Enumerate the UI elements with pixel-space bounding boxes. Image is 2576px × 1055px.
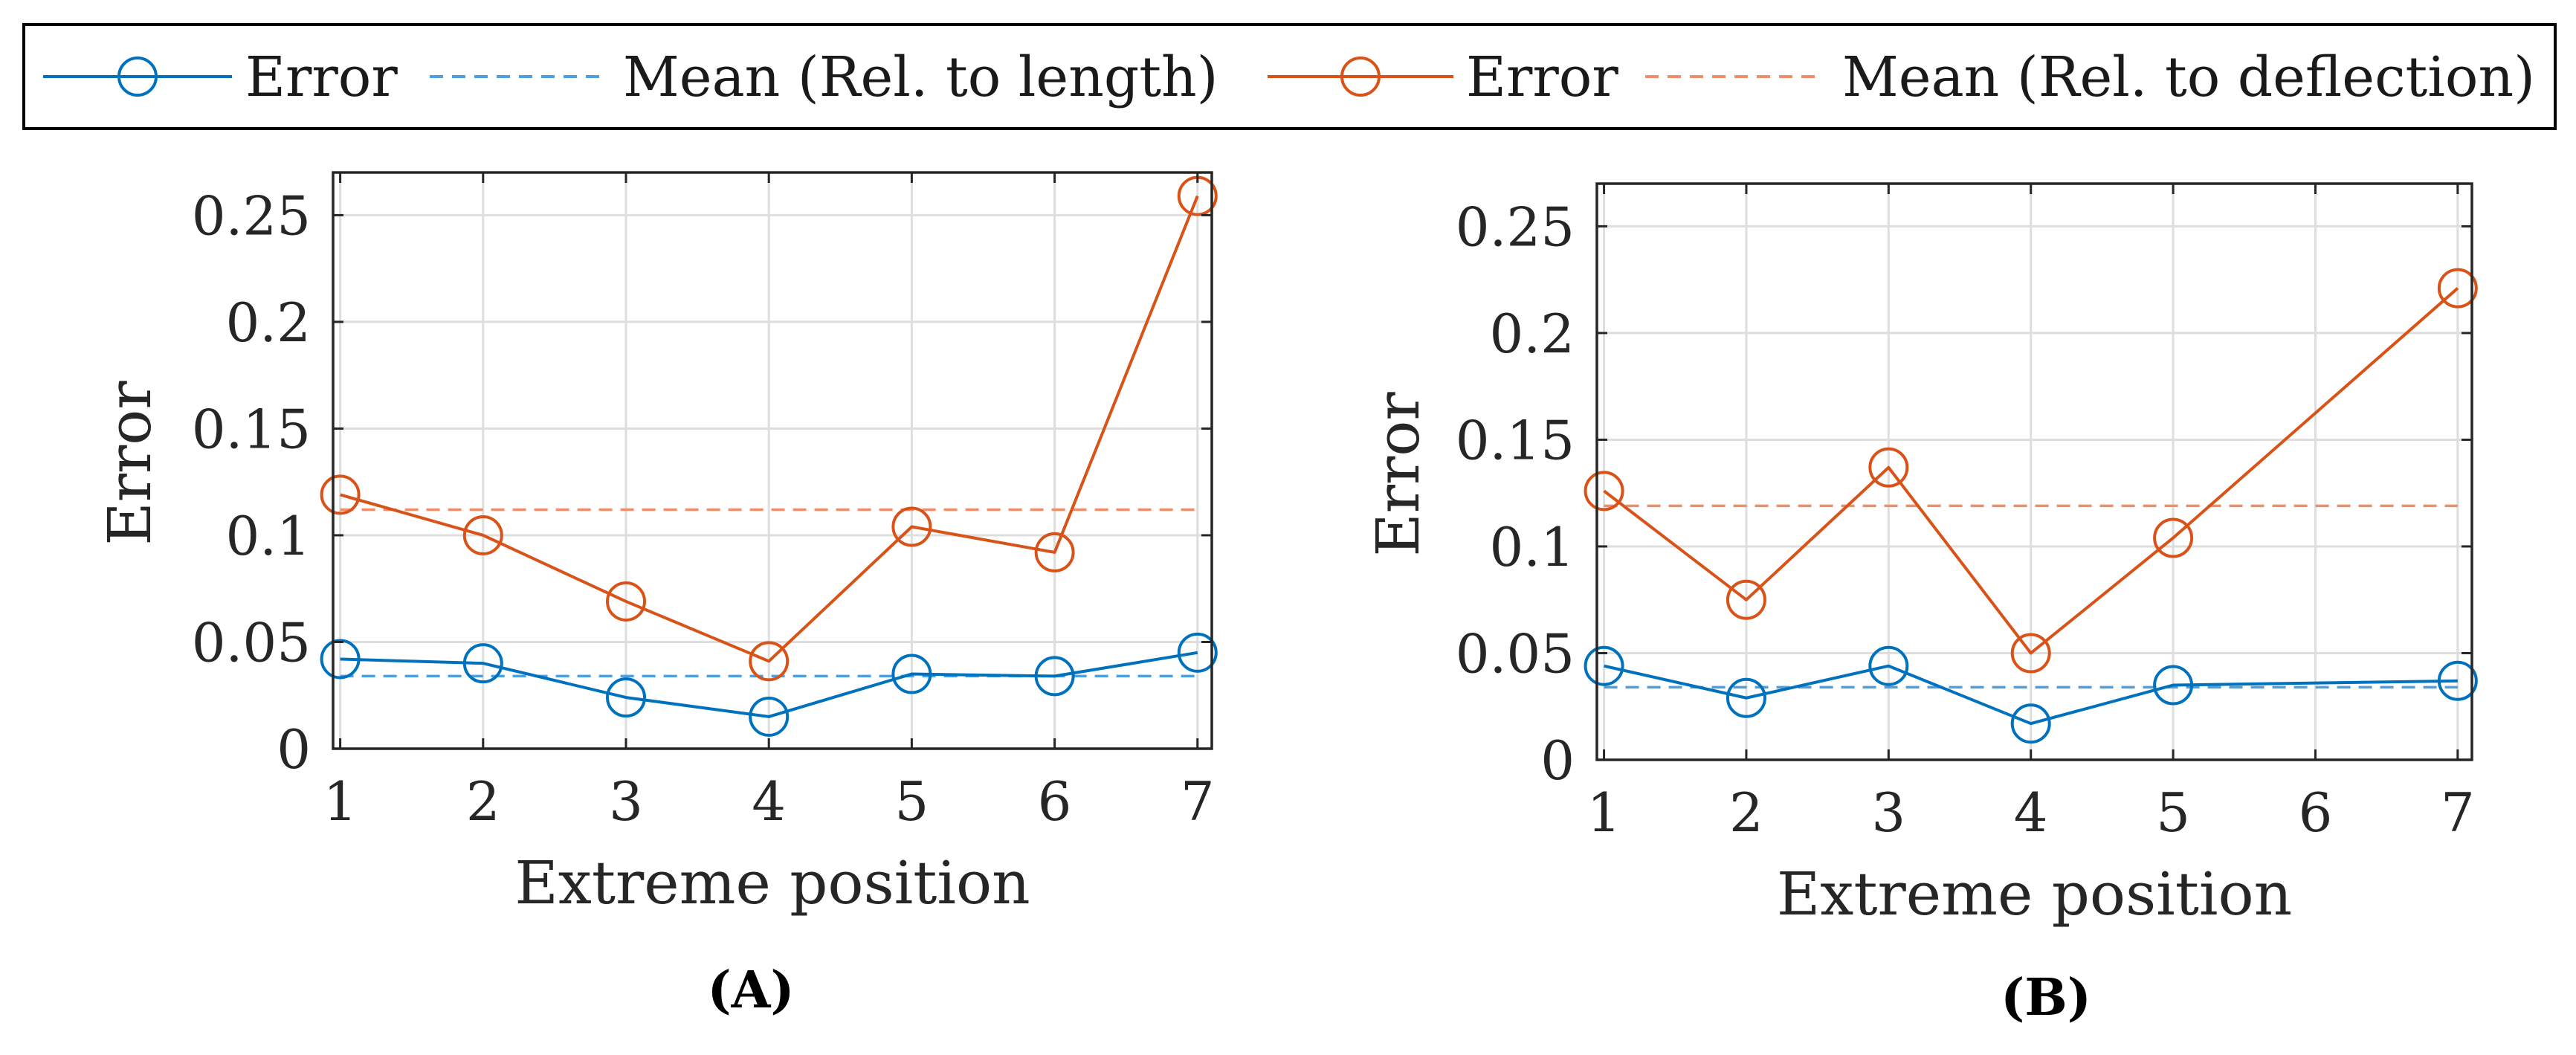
y-axis-label: Error [95,381,164,546]
x-axis-label: Extreme position [514,848,1030,917]
x-tick-label-2: 2 [1729,781,1763,844]
plot-area [1597,184,2472,760]
y-axis-label: Error [1363,392,1433,557]
legend: Error Mean (Rel. to length) Error Mean (Rel… [22,23,2557,130]
point-deflection-1 [1584,471,1624,512]
point-deflection-2 [1726,579,1766,620]
panel-b: 1 2 3 4 5 6 7 0 0.05 0.1 0.15 0.2 0.25 Extreme positi… [1363,182,2478,1027]
x-tick-label-1: 1 [1587,781,1621,844]
y-tick-label-3: 0.15 [192,398,311,460]
x-tick-label-5: 5 [2156,781,2190,844]
y-tick-label-5: 0.25 [1456,196,1575,258]
x-axis-label: Extreme position [1777,859,2292,929]
point-length-4 [2010,703,2051,744]
point-deflection-5 [2153,517,2194,558]
point-length-3 [1868,645,1909,686]
point-length-7 [2437,660,2478,701]
legend-marker-3 [1340,57,1381,97]
series-line-length [340,651,1198,718]
point-deflection-3 [1868,447,1909,488]
legend-label-2: Mean (Rel. to length) [623,45,1218,109]
legend-label-4: Mean (Rel. to deflection) [1842,45,2535,109]
point-length-4 [749,696,790,737]
point-deflection-6 [1034,532,1075,572]
x-tick-label-5: 5 [894,770,929,833]
series-line-deflection [340,195,1199,663]
y-tick-label-0: 0 [277,718,311,781]
x-tick-label-4: 4 [2014,781,2048,844]
point-deflection-7 [2437,268,2478,309]
point-deflection-1 [320,474,361,515]
axes-box [332,171,1213,750]
point-length-2 [462,643,503,684]
panel-label: (A) [707,961,794,1020]
point-deflection-5 [891,506,932,547]
legend-marker-1 [117,57,158,97]
y-tick-label-4: 0.2 [1489,303,1575,365]
point-deflection-2 [462,514,503,555]
y-tick-label-2: 0.1 [225,505,311,567]
legend-label-1: Error [245,45,398,109]
point-length-7 [1177,632,1218,673]
series-line-length [1604,664,2458,726]
y-tick-label-3: 0.15 [1456,409,1575,471]
x-tick-label-6: 6 [2299,781,2333,844]
point-length-6 [1034,656,1075,697]
x-tick-label-7: 7 [2441,781,2475,844]
plot-area [333,172,1212,749]
x-tick-label-1: 1 [323,770,358,833]
x-tick-label-7: 7 [1181,770,1215,833]
y-tick-label-5: 0.25 [192,184,311,247]
point-length-2 [1726,677,1766,718]
point-deflection-4 [749,641,790,682]
y-tick-label-4: 0.2 [225,291,311,354]
y-tick-label-1: 0.05 [1456,622,1575,685]
axes-box [1595,182,2473,761]
x-tick-label-3: 3 [609,770,643,833]
point-length-1 [320,639,361,680]
panel-label: (B) [2001,968,2091,1027]
x-tick-label-2: 2 [466,770,500,833]
y-tick-label-1: 0.05 [192,611,311,674]
point-length-1 [1584,645,1624,686]
point-deflection-4 [2010,633,2051,674]
legend-label-3: Error [1466,45,1618,109]
x-tick-label-4: 4 [752,770,786,833]
point-length-5 [2153,665,2194,706]
panel-a: 1 2 3 4 5 6 7 0 0.05 0.1 0.15 0.2 0.25 Extreme positi… [95,171,1218,1020]
x-tick-label-6: 6 [1038,770,1072,833]
x-tick-label-3: 3 [1871,781,1905,844]
y-tick-label-2: 0.1 [1489,516,1575,578]
series-line-deflection [1603,287,2459,655]
point-deflection-3 [606,581,646,622]
point-length-3 [606,677,646,718]
point-length-5 [891,654,932,694]
y-tick-label-0: 0 [1540,729,1575,792]
